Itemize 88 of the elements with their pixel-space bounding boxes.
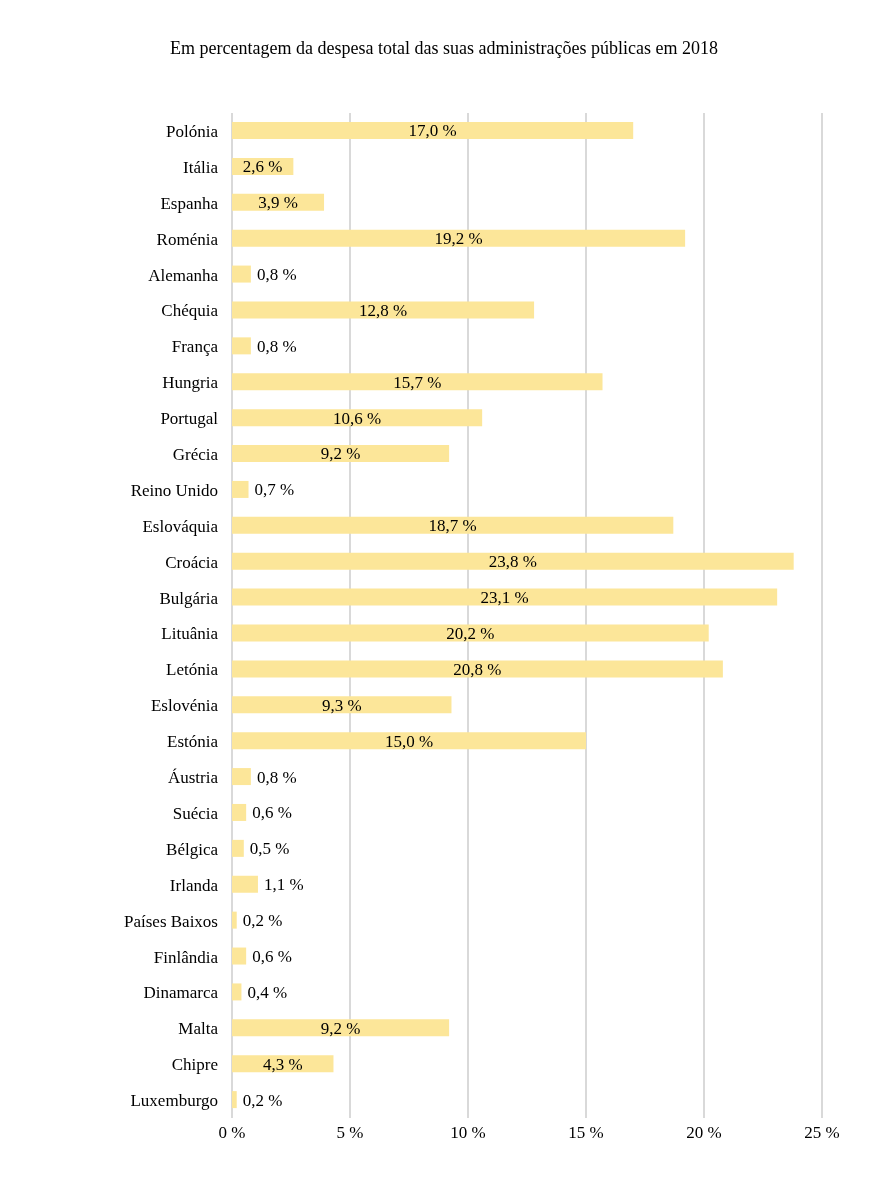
data-label: 12,8 % <box>358 300 408 320</box>
data-label: 20,8 % <box>453 659 502 679</box>
data-label: 10,6 % <box>332 408 382 428</box>
y-tick-label: Luxemburgo <box>130 1091 218 1111</box>
y-tick-label: Finlândia <box>153 947 219 967</box>
data-label: 18,7 % <box>428 516 477 536</box>
bar <box>232 875 258 893</box>
bar <box>232 122 634 139</box>
data-label: 23,8 % <box>488 552 537 572</box>
data-label: 0,2 % <box>242 1090 283 1110</box>
bar <box>232 516 674 534</box>
data-label: 15,0 % <box>384 731 434 751</box>
bar <box>232 660 723 678</box>
data-label: 23,1 % <box>480 588 529 608</box>
y-tick-label: Hungria <box>162 373 219 393</box>
data-label: 1,1 % <box>263 875 304 895</box>
bar <box>232 373 603 391</box>
data-label: 9,3 % <box>321 695 362 715</box>
data-label: 9,2 % <box>320 1018 361 1038</box>
bar <box>232 768 251 786</box>
data-label: 4,3 % <box>262 1054 303 1074</box>
bar <box>232 337 251 355</box>
y-tick-label: Bélgica <box>166 839 219 859</box>
y-tick-label: Reino Unido <box>130 480 218 500</box>
data-label: 0,6 % <box>252 803 292 823</box>
x-tick-label: 10 % <box>450 1123 486 1143</box>
x-tick-label: 20 % <box>686 1123 722 1143</box>
x-tick-label: 25 % <box>804 1123 840 1143</box>
data-label: 15,7 % <box>393 372 442 392</box>
y-tick-label: Malta <box>178 1019 219 1039</box>
bar <box>232 624 709 642</box>
y-tick-label: Chéquia <box>161 301 219 321</box>
x-tick-label: 15 % <box>568 1123 604 1143</box>
bar <box>232 588 778 606</box>
y-tick-label: Croácia <box>165 552 219 572</box>
bar <box>232 552 794 570</box>
bar <box>232 803 247 821</box>
y-tick-label: Países Baixos <box>124 911 218 931</box>
x-tick-label: 5 % <box>336 1123 364 1143</box>
bar <box>232 839 244 857</box>
bar <box>232 265 251 283</box>
data-label: 3,9 % <box>258 193 298 213</box>
bar <box>232 911 237 929</box>
y-tick-label: Chipre <box>171 1055 218 1075</box>
bar <box>232 480 249 498</box>
y-tick-label: Itália <box>183 157 219 177</box>
data-label: 19,2 % <box>434 229 483 249</box>
data-label: 0,8 % <box>256 336 297 356</box>
bar <box>232 983 242 1001</box>
y-tick-label: Eslovénia <box>150 696 219 716</box>
y-tick-label: Espanha <box>160 193 219 213</box>
y-tick-label: Grécia <box>172 445 219 465</box>
y-tick-label: Eslováquia <box>142 516 219 536</box>
y-tick-label: Letónia <box>166 660 219 680</box>
data-label: 0,2 % <box>242 911 283 931</box>
y-tick-label: Polónia <box>166 121 219 141</box>
data-label: 0,8 % <box>256 767 297 787</box>
y-tick-label: Portugal <box>160 409 219 429</box>
y-tick-label: Estónia <box>167 732 219 752</box>
bar <box>232 409 483 427</box>
y-tick-label: Alemanha <box>148 265 219 285</box>
y-tick-label: França <box>171 337 219 357</box>
y-tick-label: Dinamarca <box>143 983 219 1003</box>
bar <box>232 696 452 714</box>
bar <box>232 445 450 463</box>
data-label: 9,2 % <box>320 444 361 464</box>
chart-title: Em percentagem da despesa total das suas administrações públicas em 2018 <box>169 37 719 60</box>
bar <box>232 947 247 965</box>
y-tick-label: Áustria <box>167 768 219 788</box>
data-label: 0,5 % <box>249 839 290 859</box>
y-tick-label: Suécia <box>172 803 219 823</box>
y-tick-label: Irlanda <box>169 875 219 895</box>
data-label: 17,0 % <box>408 121 457 141</box>
bar <box>232 229 686 247</box>
y-tick-label: Roménia <box>156 229 219 249</box>
data-label: 0,8 % <box>256 265 297 285</box>
bar <box>232 1091 237 1109</box>
y-tick-label: Bulgária <box>159 588 219 608</box>
y-tick-label: Lituânia <box>161 624 219 644</box>
data-label: 0,7 % <box>254 480 295 500</box>
data-label: 0,6 % <box>252 946 292 966</box>
bar <box>232 301 535 319</box>
bar <box>232 1019 450 1037</box>
data-label: 2,6 % <box>242 157 283 177</box>
x-tick-label: 0 % <box>218 1123 246 1143</box>
data-label: 20,2 % <box>446 623 495 643</box>
data-label: 0,4 % <box>247 982 288 1002</box>
bar <box>232 732 586 750</box>
